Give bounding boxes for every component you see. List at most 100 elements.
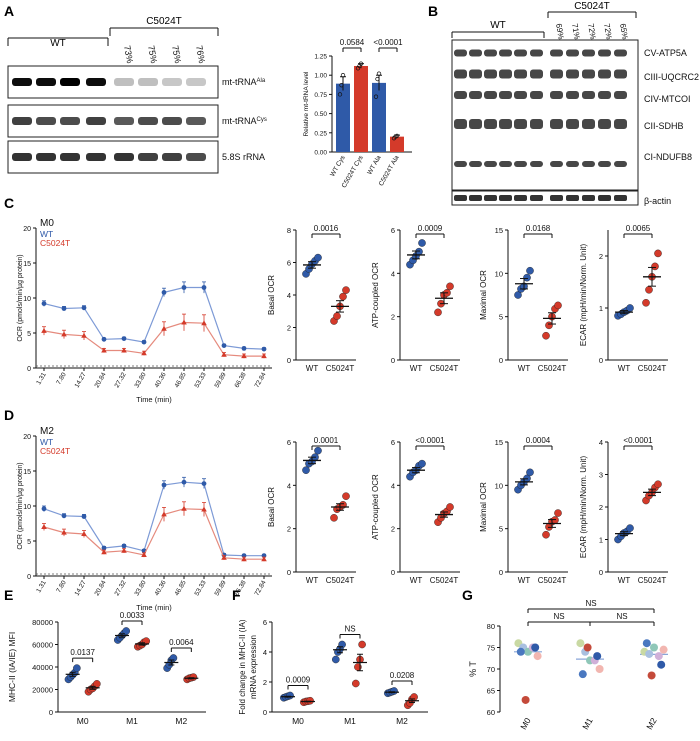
wt-point (418, 239, 426, 247)
wt-header: WT (50, 38, 66, 49)
mut-point (61, 331, 67, 337)
x-tick-label: 7.80 (55, 579, 68, 594)
panel-letter-b: B (428, 3, 438, 19)
x-tick-label: 14.27 (74, 371, 88, 389)
data-point (358, 61, 364, 66)
mut-point (221, 351, 227, 357)
blot-band (86, 78, 106, 86)
panel-e-mhc-mfi: 0 20000 40000 60000 80000 M0 0.0137 M1 0.0033 M2 0… (7, 611, 206, 726)
wt-point (81, 514, 87, 519)
mut-point (181, 505, 187, 511)
x-tick-label: M2 (175, 716, 187, 726)
blot-band (12, 78, 32, 86)
protein-band (530, 49, 543, 57)
y-tick-label: 5 (499, 313, 503, 322)
protein-band (484, 49, 497, 57)
y-tick-label: 4 (287, 481, 291, 490)
mut-point (446, 282, 454, 291)
y-axis-label: OCR (pmols/min/µg protein) (17, 462, 24, 549)
y-tick-label: 2 (391, 313, 395, 322)
lane-percent: 73% (122, 45, 135, 64)
blot-band (36, 117, 56, 125)
y-tick-label: 0 (287, 356, 291, 365)
actin-band (484, 195, 497, 201)
y-tick-label: 0 (499, 568, 503, 577)
blot-band (12, 117, 32, 125)
actin-band (582, 195, 595, 201)
protein-band (614, 91, 627, 99)
mut-point (141, 350, 147, 356)
mut-point (41, 524, 47, 529)
b-main-blot (451, 39, 639, 191)
mut-point (121, 547, 127, 553)
x-axis-label: Time (min) (136, 603, 172, 612)
x-tick-label: 7.80 (55, 371, 68, 386)
wt-point (314, 446, 322, 455)
sample-point (521, 695, 530, 704)
sample-point (533, 652, 542, 661)
pvalue-bracket-label: 0.0168 (526, 224, 551, 233)
mut-point (101, 347, 107, 353)
ns-bracket-label: NS (553, 612, 564, 621)
protein-band (566, 49, 579, 57)
protein-band (550, 49, 563, 57)
protein-band (499, 91, 512, 99)
sample-point (650, 643, 658, 652)
blot-band (138, 117, 158, 125)
protein-band (530, 119, 543, 129)
protein-band (582, 69, 595, 79)
wt-point (302, 466, 310, 474)
panel-a-bar-chart: 0.00 0.25 0.50 0.75 1.00 1.25 Relative mt-tRNA… (303, 38, 412, 189)
protein-band (598, 69, 611, 79)
sample-point (578, 670, 587, 679)
wt-point (626, 524, 634, 532)
mut-point (651, 262, 659, 271)
x-tick-label: 33.80 (134, 371, 148, 389)
y-tick-label: 0 (263, 708, 267, 717)
y-tick-label: 2 (263, 678, 267, 687)
mut-point (81, 332, 87, 338)
x-tick-label: C5024T (326, 364, 355, 373)
x-tick-label: 33.80 (134, 579, 148, 597)
wt-point (161, 290, 167, 295)
wt-point (122, 627, 130, 635)
y-tick-label: 4 (391, 481, 395, 490)
y-tick-label: 10 (495, 481, 503, 490)
blot-band (138, 153, 158, 161)
y-tick-label: 65 (487, 687, 495, 696)
actin-band (469, 195, 482, 201)
blot-band (36, 78, 56, 86)
wt-point (261, 346, 267, 352)
ns-bracket-label: NS (585, 599, 596, 608)
bar (372, 82, 386, 152)
wt-point (221, 343, 227, 348)
mut-point (342, 286, 350, 294)
y-axis-label: ATP-coupled OCR (371, 474, 380, 540)
protein-band (550, 161, 563, 167)
y-tick-label: 4 (599, 438, 603, 447)
pvalue-bracket-label: NS (344, 625, 355, 634)
protein-band (614, 49, 627, 57)
mut-point (121, 347, 127, 353)
blot-band (162, 117, 182, 125)
protein-band (582, 161, 595, 167)
band-label: β-actin (644, 196, 671, 206)
protein-band (582, 91, 595, 99)
x-tick-label: WT (410, 576, 423, 585)
y-axis-label: Fold change in MHC-II (IA) (238, 619, 247, 714)
protein-band (514, 69, 527, 79)
protein-band (598, 91, 611, 99)
protein-band (514, 161, 527, 167)
mut-point (342, 492, 350, 500)
protein-band (454, 161, 467, 167)
wt-point (514, 291, 522, 299)
wt-point (390, 687, 398, 695)
panel-letter-d: D (4, 407, 14, 423)
blot-band (114, 117, 134, 125)
y-axis-label: Basal OCR (267, 487, 276, 527)
y-tick-label: 20 (23, 226, 31, 233)
b-wt-header: WT (490, 20, 506, 31)
y-axis-label: Relative mt-tRNA level (303, 71, 310, 137)
mut-point (554, 301, 562, 310)
